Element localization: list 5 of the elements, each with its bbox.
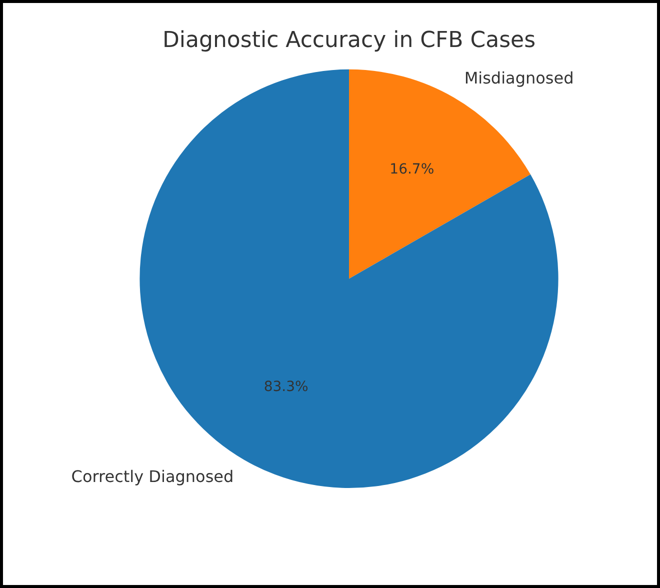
data-label: 83.3%: [264, 379, 308, 396]
slice-label: Correctly Diagnosed: [71, 467, 234, 486]
slice-label: Misdiagnosed: [464, 68, 574, 88]
data-label: 16.7%: [390, 162, 434, 178]
chart-title: Diagnostic Accuracy in CFB Cases: [162, 28, 536, 53]
